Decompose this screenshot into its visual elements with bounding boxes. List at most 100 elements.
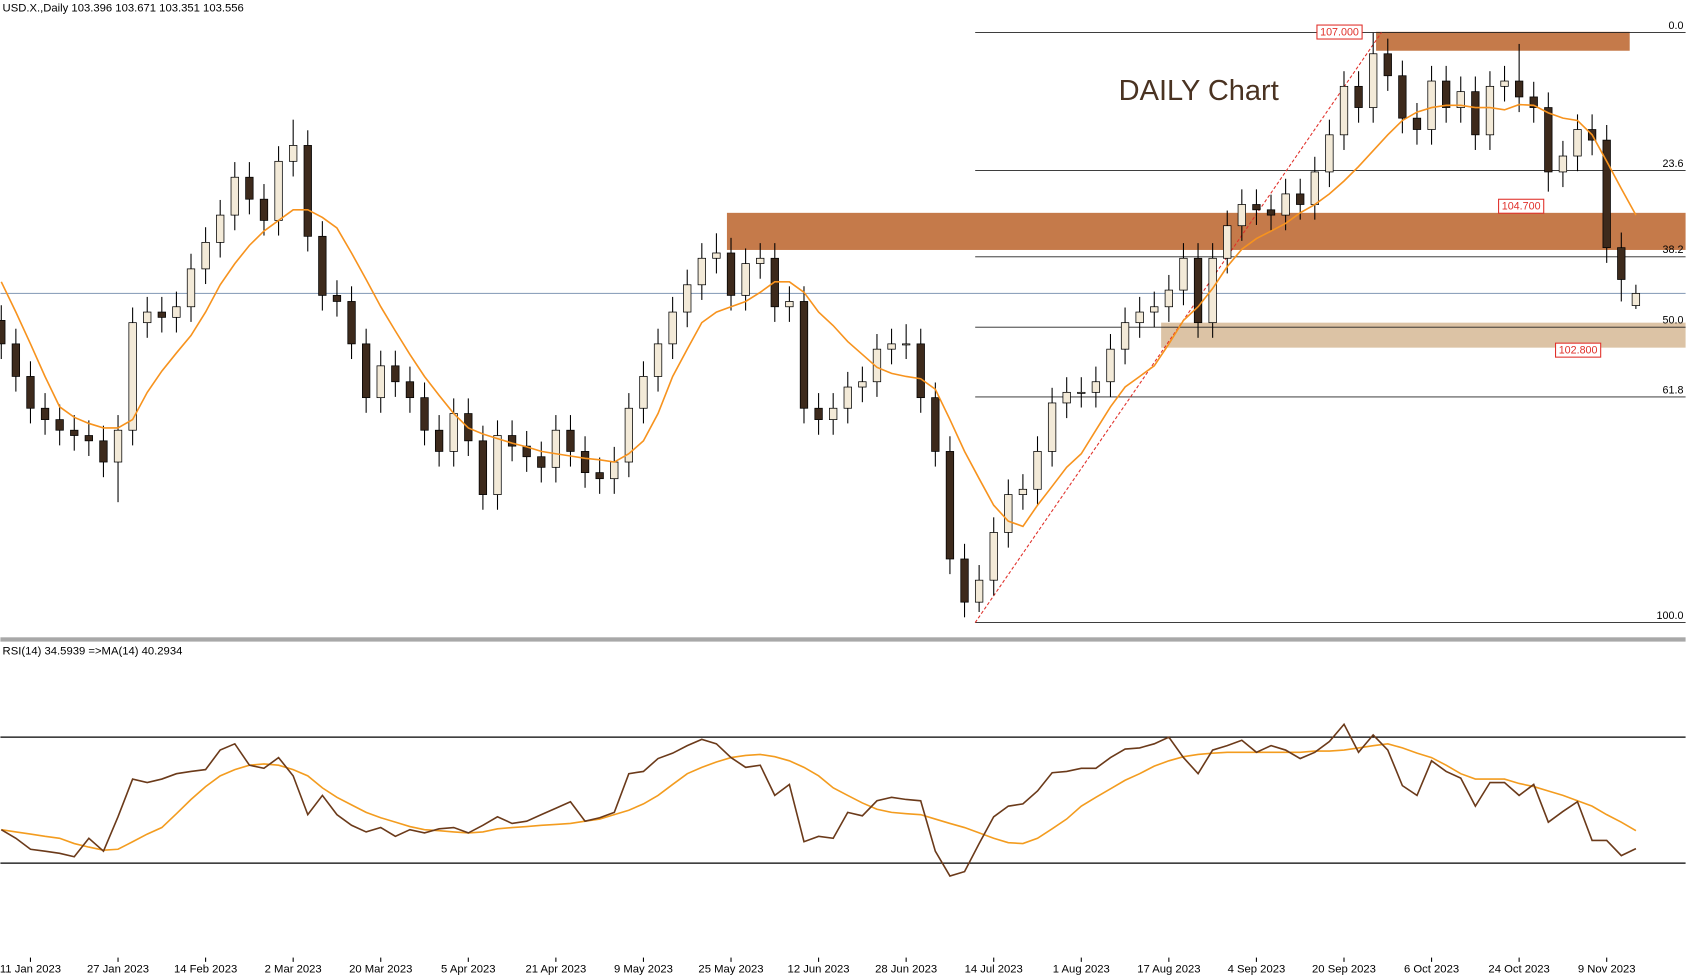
- fib-label: 100.0: [1657, 610, 1684, 622]
- candle-body: [829, 407, 838, 420]
- candle-body: [1442, 80, 1451, 108]
- fib-label: 61.8: [1663, 384, 1684, 396]
- candle-body: [726, 252, 736, 296]
- candle-body: [259, 198, 269, 221]
- moving-average: [0, 103, 1637, 528]
- candle-body: [332, 295, 342, 302]
- zone: [1161, 322, 1686, 348]
- candle-body: [1193, 257, 1203, 324]
- price-label-box: [1498, 198, 1545, 214]
- candle-body: [1602, 139, 1611, 249]
- fib-label: 38.2: [1663, 244, 1684, 256]
- candle-body: [843, 386, 852, 409]
- candle-body: [1398, 75, 1407, 119]
- candle-body: [230, 176, 239, 216]
- candle-body: [186, 268, 196, 308]
- symbol: USD.X.,Daily: [3, 3, 69, 15]
- x-tick-label: 11 Jan 2023: [0, 963, 61, 975]
- candle-body: [1179, 257, 1188, 291]
- zone: [1376, 31, 1630, 51]
- panel-separator: [0, 637, 1686, 642]
- candle-body: [610, 461, 619, 480]
- candle-body: [245, 176, 254, 200]
- candle-body: [55, 419, 64, 431]
- price-label-box: [1555, 342, 1602, 358]
- candle-body: [1471, 91, 1480, 136]
- x-tick-label: 4 Sep 2023: [1228, 963, 1286, 975]
- candle-body: [668, 311, 677, 345]
- x-tick-label: 5 Apr 2023: [441, 963, 496, 975]
- price-label-box: [1316, 24, 1363, 40]
- x-tick-label: 14 Feb 2023: [174, 963, 237, 975]
- candle-body: [639, 376, 648, 409]
- candle-body: [113, 429, 123, 463]
- candle-body: [566, 429, 575, 452]
- candle-body: [1164, 289, 1173, 308]
- candle-body: [858, 381, 867, 388]
- candle-body: [653, 343, 663, 377]
- candle-body: [916, 343, 925, 399]
- candle-body: [1310, 171, 1319, 205]
- x-tick-label: 9 May 2023: [614, 963, 673, 975]
- candle-body: [1047, 402, 1057, 452]
- candle-body: [785, 301, 794, 308]
- candle-body: [143, 311, 152, 324]
- candle-body: [960, 558, 969, 603]
- candle-body: [318, 235, 327, 296]
- candle-body: [172, 306, 181, 318]
- open-value: 103.396: [71, 3, 112, 15]
- zone: [726, 212, 1686, 250]
- candle-body: [697, 257, 706, 286]
- candle-body: [1120, 322, 1130, 350]
- candle-body: [40, 407, 50, 420]
- candle-body: [1223, 225, 1232, 259]
- candle-body: [1296, 193, 1305, 205]
- candle-body: [84, 435, 93, 442]
- candle-body: [376, 365, 385, 399]
- x-tick-label: 1 Aug 2023: [1053, 963, 1110, 975]
- x-tick-label: 9 Nov 2023: [1578, 963, 1636, 975]
- candle-body: [931, 397, 940, 452]
- candle-body: [1573, 129, 1582, 157]
- low-value: 103.351: [159, 3, 200, 15]
- candle-body: [945, 451, 955, 560]
- x-tick-label: 6 Oct 2023: [1404, 963, 1459, 975]
- candle-body: [1018, 488, 1028, 495]
- price-label: 102.800: [1559, 345, 1598, 357]
- fib-label: 23.6: [1663, 158, 1684, 170]
- candle-body: [1485, 85, 1495, 136]
- x-tick-label: 14 Jul 2023: [965, 963, 1023, 975]
- candle-body: [26, 376, 35, 409]
- candle-body: [902, 343, 911, 346]
- rsi-value: 34.5939: [45, 645, 86, 657]
- candle-body: [478, 440, 488, 495]
- candle-body: [1514, 80, 1524, 98]
- rsi-name: RSI(14): [3, 645, 42, 657]
- chart-annotation: DAILY Chart: [1119, 75, 1279, 107]
- candle-body: [362, 343, 371, 399]
- high-value: 103.671: [115, 3, 156, 15]
- candle-body: [1631, 293, 1641, 306]
- x-tick-label: 24 Oct 2023: [1488, 963, 1549, 975]
- fib-trendline: [974, 32, 1382, 623]
- candle-body: [1208, 257, 1217, 324]
- candle-body: [1427, 80, 1436, 130]
- candle-body: [872, 348, 882, 383]
- candle-body: [551, 429, 561, 468]
- candle-body: [1383, 53, 1392, 77]
- fib-label: 50.0: [1663, 315, 1684, 327]
- candle-body: [756, 257, 765, 264]
- candle-body: [1325, 134, 1334, 173]
- candle-body: [1339, 85, 1349, 136]
- candle-body: [0, 320, 6, 345]
- candle-body: [1252, 204, 1261, 211]
- candle-body: [1004, 494, 1013, 533]
- rsi-ma-name: =>MA(14): [88, 645, 138, 657]
- x-tick-label: 2 Mar 2023: [265, 963, 322, 975]
- candle-body: [1091, 381, 1101, 393]
- candle-body: [1266, 209, 1276, 216]
- x-tick-label: 25 May 2023: [698, 963, 763, 975]
- rsi-ma-value: 40.2934: [142, 645, 183, 657]
- x-tick-label: 12 Jun 2023: [788, 963, 850, 975]
